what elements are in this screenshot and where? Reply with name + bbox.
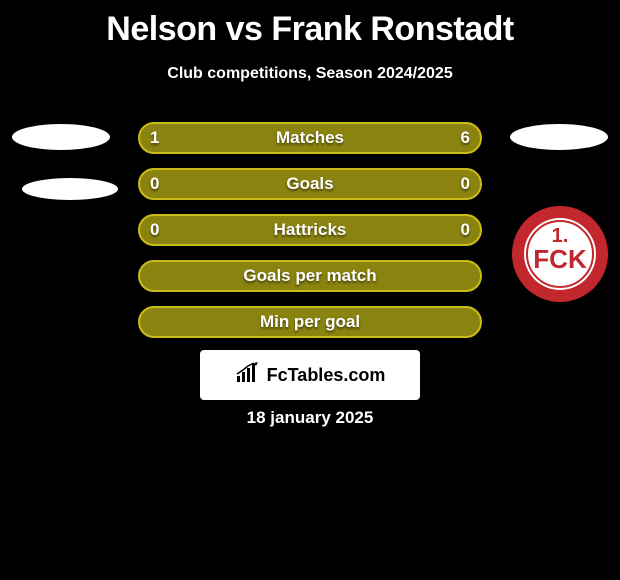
stat-left-value: 0	[150, 174, 159, 194]
player-a-placeholder-icon	[12, 124, 110, 150]
stat-right-value: 0	[461, 174, 470, 194]
stat-right-value: 0	[461, 220, 470, 240]
page-subtitle: Club competitions, Season 2024/2025	[0, 65, 620, 83]
stat-left-value: 0	[150, 220, 159, 240]
stat-row-hattricks: Hattricks 0 0 1. FCK	[0, 214, 620, 246]
stat-bar: Hattricks	[138, 214, 482, 246]
stat-label: Goals	[286, 174, 333, 194]
stat-label: Hattricks	[274, 220, 347, 240]
stat-bar: Min per goal	[138, 306, 482, 338]
stat-label: Matches	[276, 128, 344, 148]
stat-row-goals: Goals 0 0	[0, 168, 620, 200]
stat-bar: Matches	[138, 122, 482, 154]
stat-row-min-per-goal: Min per goal	[0, 306, 620, 338]
stat-bar: Goals per match	[138, 260, 482, 292]
date-line: 18 january 2025	[0, 408, 620, 428]
stat-label: Goals per match	[243, 266, 376, 286]
player-b-placeholder-icon	[510, 124, 608, 150]
stat-row-matches: Matches 1 6	[0, 122, 620, 154]
stat-bar: Goals	[138, 168, 482, 200]
stat-row-goals-per-match: Goals per match	[0, 260, 620, 292]
branding-box: FcTables.com	[200, 350, 420, 400]
stat-left-value: 1	[150, 128, 159, 148]
stats-container: Matches 1 6 Goals 0 0 Hattricks 0 0 1. F…	[0, 122, 620, 352]
page-title: Nelson vs Frank Ronstadt	[0, 0, 620, 49]
stat-right-value: 6	[461, 128, 470, 148]
player-a-placeholder-icon	[22, 178, 118, 200]
branding-text: FcTables.com	[267, 365, 386, 386]
stat-label: Min per goal	[260, 312, 360, 332]
chart-icon	[235, 362, 263, 389]
